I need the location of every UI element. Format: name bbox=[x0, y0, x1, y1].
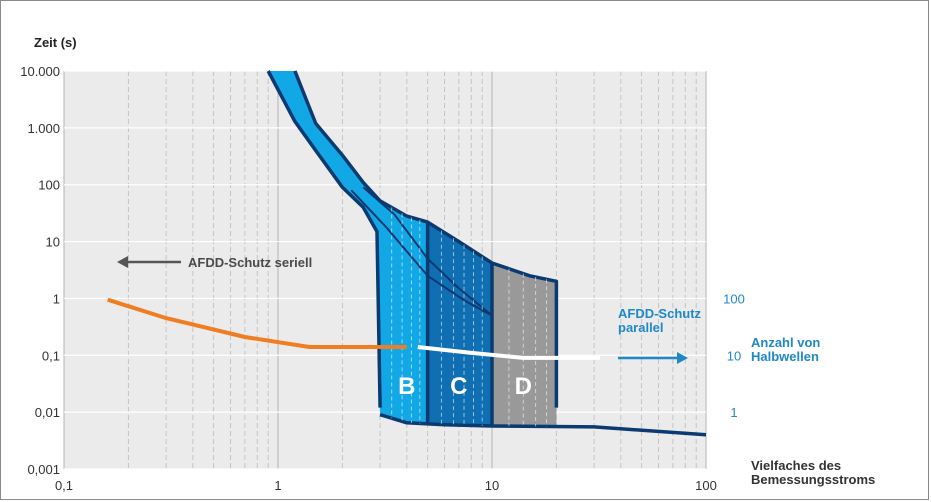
arrow-parallel-head bbox=[677, 352, 688, 364]
x-tick-label: 1 bbox=[274, 478, 281, 493]
annotation-parallel: AFDD-Schutz bbox=[618, 306, 702, 321]
bands bbox=[266, 70, 707, 437]
y-tick-label: 0,001 bbox=[27, 462, 60, 477]
band-B bbox=[268, 71, 428, 424]
y-axis-label: Zeit (s) bbox=[34, 35, 77, 50]
band-label-B: B bbox=[398, 373, 415, 400]
y-tick-label: 0,1 bbox=[42, 348, 60, 363]
secondary-tick-label: 100 bbox=[723, 291, 745, 306]
inner-line-1 bbox=[350, 189, 493, 317]
x-axis-label: Vielfaches des bbox=[751, 458, 841, 473]
secondary-axis-label: Anzahl von bbox=[751, 335, 820, 350]
band-label-D: D bbox=[515, 373, 532, 400]
y-tick-label: 0,01 bbox=[35, 405, 60, 420]
annotation-parallel: parallel bbox=[618, 320, 664, 335]
labels: B C D 0,001 0,01 0,1 1 10 100 1.000 10.000 0,1 1 10 10… bbox=[20, 35, 875, 493]
arrow-serial-head bbox=[117, 256, 128, 268]
x-axis-label: Bemessungsstroms bbox=[751, 472, 875, 487]
outline-bottom bbox=[379, 413, 707, 437]
band-D bbox=[492, 263, 557, 427]
outline-upper bbox=[293, 70, 559, 408]
x-tick-label: 100 bbox=[695, 478, 717, 493]
outline-lower bbox=[266, 70, 382, 408]
y-tick-label: 1.000 bbox=[27, 121, 60, 136]
y-tick-label: 1 bbox=[53, 291, 60, 306]
series-line-parallel bbox=[417, 345, 601, 360]
secondary-tick-label: 10 bbox=[727, 348, 741, 363]
y-tick-label: 10.000 bbox=[20, 64, 60, 79]
y-tick-label: 10 bbox=[46, 235, 60, 250]
annotation-serial: AFDD-Schutz seriell bbox=[188, 255, 312, 270]
inner-line-2 bbox=[362, 186, 493, 317]
series bbox=[107, 297, 601, 360]
x-tick-label: 10 bbox=[485, 478, 499, 493]
band-label-C: C bbox=[450, 373, 467, 400]
x-tick-label: 0,1 bbox=[55, 478, 73, 493]
y-tick-label: 100 bbox=[38, 178, 60, 193]
secondary-axis-label: Halbwellen bbox=[751, 349, 819, 364]
series-line-seriell bbox=[107, 297, 407, 349]
secondary-tick-label: 1 bbox=[730, 405, 737, 420]
